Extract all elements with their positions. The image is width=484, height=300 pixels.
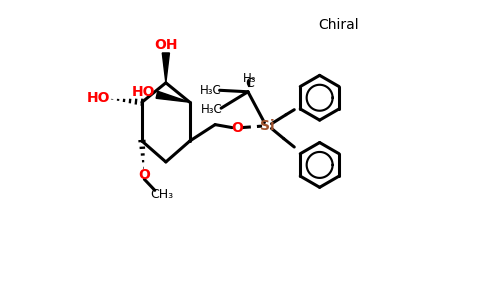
Text: HO: HO: [132, 85, 155, 99]
Text: H₃C: H₃C: [201, 103, 223, 116]
Polygon shape: [162, 53, 169, 83]
Text: Si: Si: [260, 119, 275, 133]
Text: O: O: [138, 168, 151, 182]
Text: C: C: [245, 77, 254, 90]
Text: CH₃: CH₃: [150, 188, 173, 201]
Text: OH: OH: [154, 38, 178, 52]
Text: H₃C: H₃C: [200, 84, 222, 97]
Text: O: O: [231, 121, 243, 135]
Text: HO: HO: [87, 91, 110, 105]
Polygon shape: [156, 91, 190, 102]
Text: Chiral: Chiral: [319, 18, 359, 32]
Text: H₃: H₃: [242, 72, 256, 85]
